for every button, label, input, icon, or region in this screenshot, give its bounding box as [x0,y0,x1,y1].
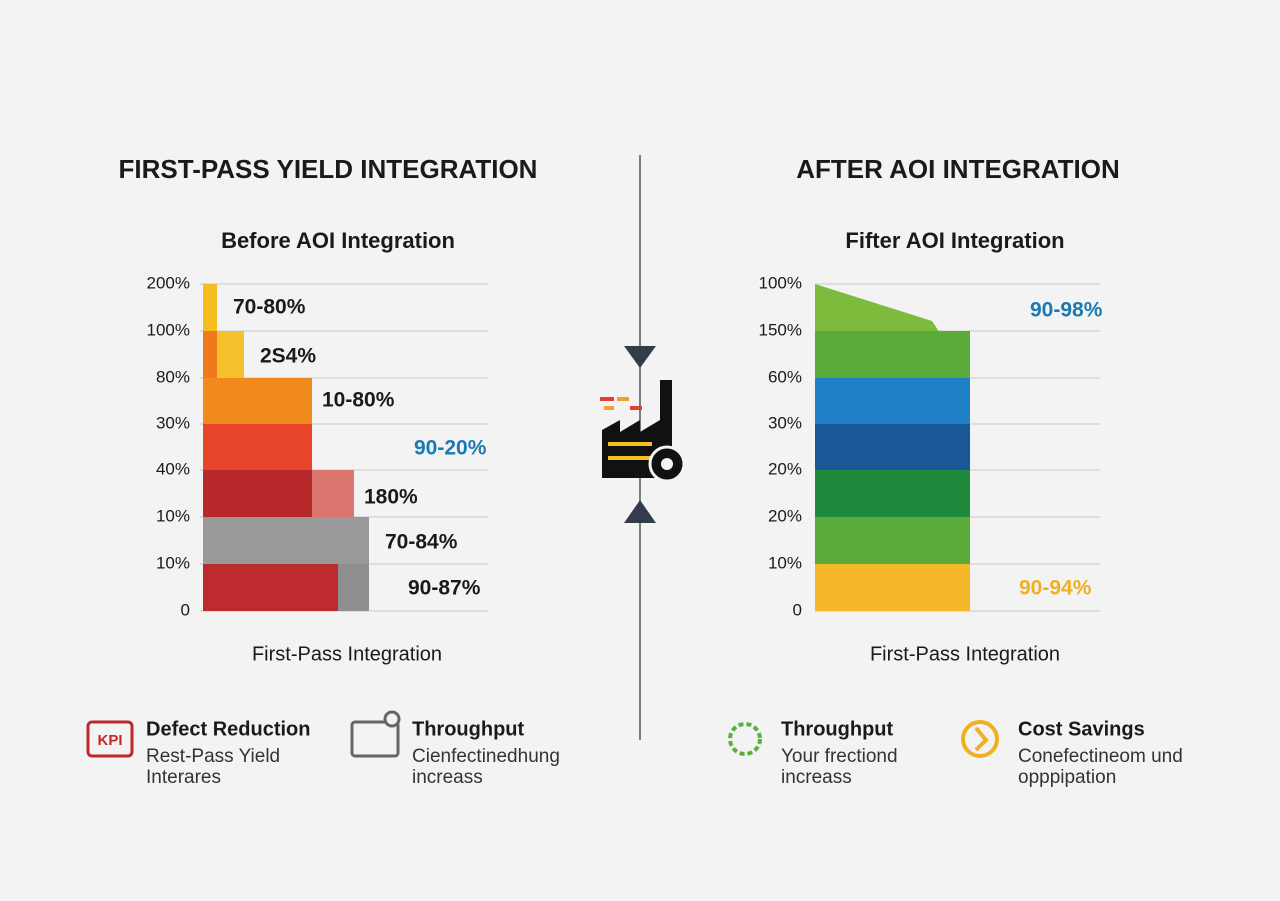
bar-label: 70-84% [385,531,458,554]
bar-segment [815,470,970,517]
bar-segment [203,424,312,470]
left-x-label: First-Pass Integration [252,643,442,665]
y-tick-label: 30% [768,413,802,432]
bar-segment [217,331,244,378]
y-tick-label: 0 [181,600,190,619]
bar-label: 10-80% [322,389,395,412]
bar-segment [203,517,369,564]
y-tick-label: 100% [147,320,190,339]
feature-text: increass [781,767,852,788]
arrow-down [624,346,656,368]
bar-label: 90-87% [408,577,481,600]
right-chart [815,284,970,611]
arrow-up [624,500,656,523]
bar-label: 90-94% [1019,577,1092,600]
bar-label: 70-80% [233,296,306,319]
right-subtitle: Fifter AOI Integration [845,228,1064,253]
bar-segment [312,470,354,517]
feature-title: Throughput [781,718,894,740]
feature-text: Interares [146,767,221,788]
bar-label: 180% [364,486,418,509]
feature-text: Conefectineom und [1018,746,1183,767]
bar-label: 2S4% [260,345,316,368]
y-tick-label: 60% [768,367,802,386]
bar-segment [815,331,970,378]
y-tick-label: 200% [147,273,190,292]
y-tick-label: 40% [156,459,190,478]
feature-title: Defect Reduction [146,718,310,740]
y-tick-label: 10% [768,553,802,572]
bar-segment [203,378,312,424]
right-title: AFTER AOI INTEGRATION [796,154,1120,184]
bar-segment [203,564,338,611]
y-tick-label: 10% [156,506,190,525]
icons: KPI [86,710,999,758]
bar-segment [203,284,217,331]
bar-label: 90-20% [414,437,487,460]
bar-segment [203,470,312,517]
y-tick-label: 30% [156,413,190,432]
feature-title: Cost Savings [1018,718,1145,740]
y-tick-label: 0 [793,600,802,619]
left-title: FIRST-PASS YIELD INTEGRATION [119,154,538,184]
feature-title: Throughput [412,718,525,740]
y-tick-label: 100% [759,273,802,292]
bar-segment [815,378,970,424]
right-x-label: First-Pass Integration [870,643,1060,665]
bar-segment [338,564,369,611]
y-tick-label: 20% [768,506,802,525]
feature-text: opppipation [1018,767,1116,788]
feature-text: increass [412,767,483,788]
y-tick-label: 150% [759,320,802,339]
y-tick-label: 10% [156,553,190,572]
feature-text: Your frectiond [781,746,898,767]
kpi-icon-label: KPI [97,732,122,749]
bar-segment [203,331,217,378]
bar-segment [815,424,970,470]
left-chart [203,284,369,611]
feature-text: Rest-Pass Yield [146,746,280,767]
bar-segment [815,517,970,564]
bar-label: 90-98% [1030,299,1103,322]
factory-icon [600,380,686,483]
feature-text: Cienfectinedhung [412,746,560,767]
left-subtitle: Before AOI Integration [221,228,455,253]
y-tick-label: 80% [156,367,190,386]
bar-segment [815,564,970,611]
y-tick-label: 20% [768,459,802,478]
